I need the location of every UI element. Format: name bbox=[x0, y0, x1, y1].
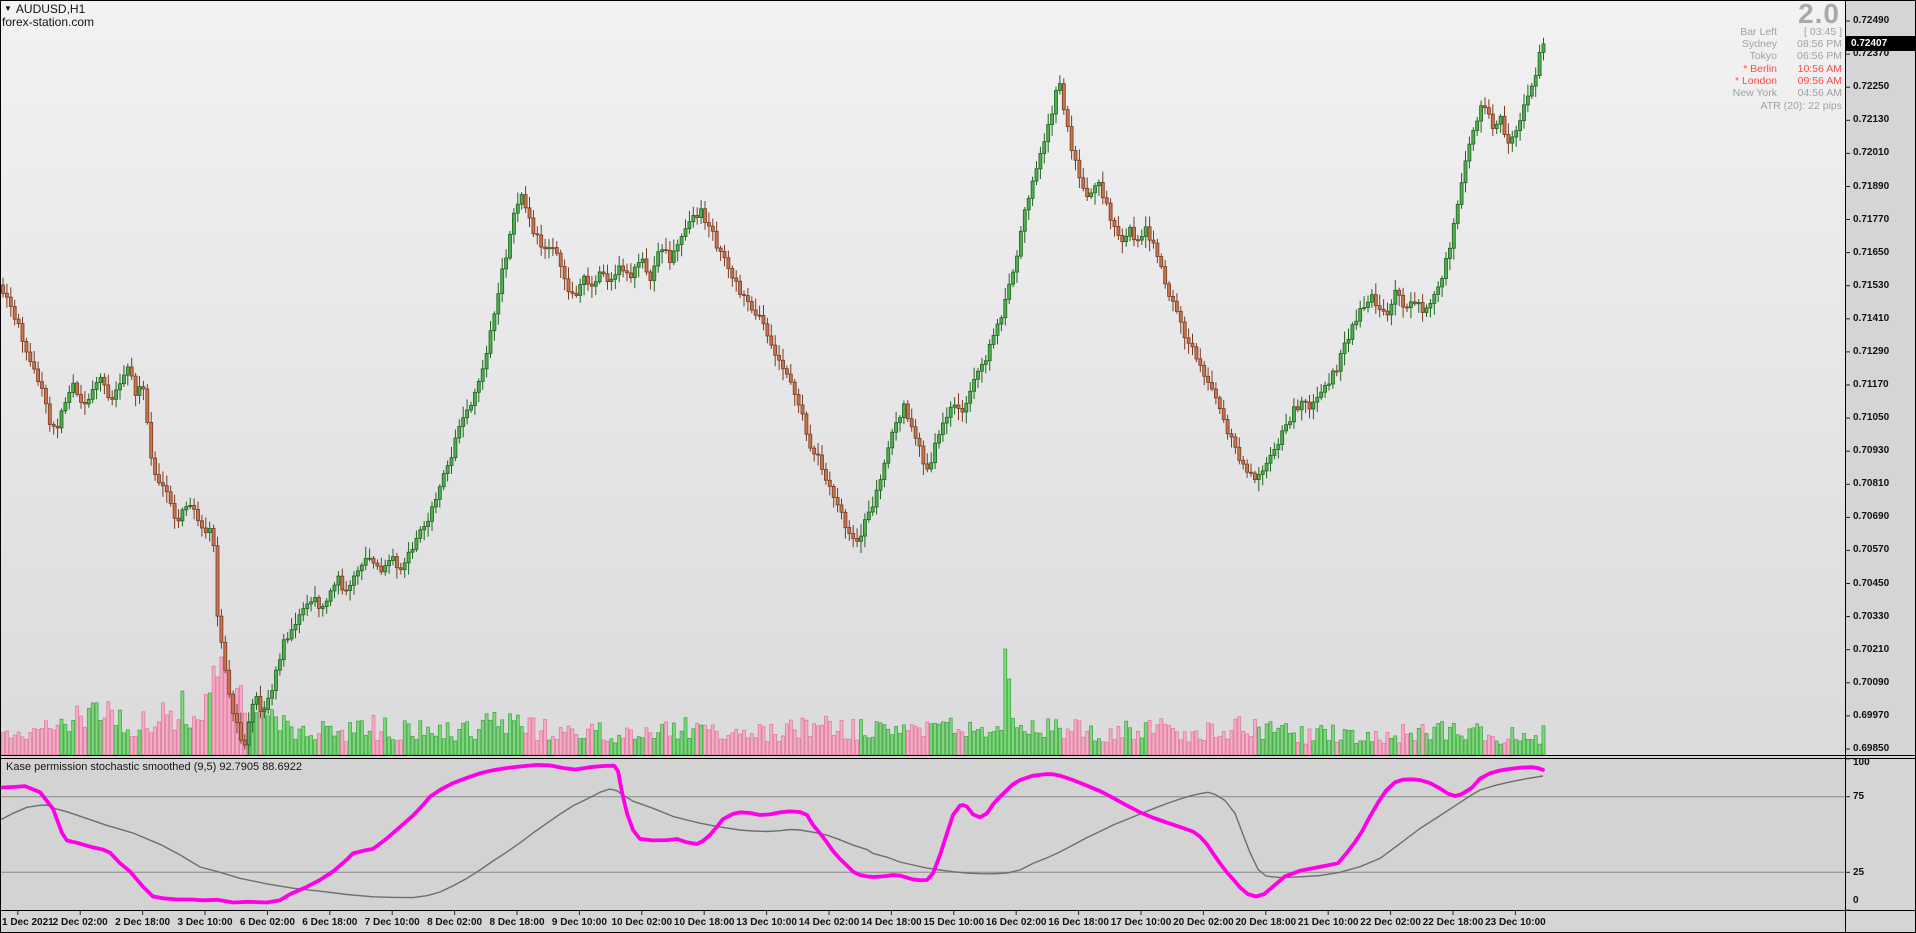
session-name: Bar Left bbox=[1740, 26, 1777, 38]
price-axis-label: 0.72250 bbox=[1853, 81, 1890, 93]
price-axis-label: 0.72130 bbox=[1853, 114, 1890, 126]
time-axis-label: 20 Dec 02:00 bbox=[1173, 917, 1234, 928]
session-name: * Berlin bbox=[1743, 62, 1777, 75]
time-axis-label: 22 Dec 02:00 bbox=[1360, 917, 1421, 928]
time-axis-label: 16 Dec 02:00 bbox=[985, 917, 1047, 928]
session-name: Sydney bbox=[1741, 38, 1777, 51]
time-axis-label: 6 Dec 02:00 bbox=[239, 917, 295, 928]
session-clock-row: * London 09:56 AM bbox=[1733, 75, 1842, 87]
time-axis-label: 9 Dec 10:00 bbox=[551, 917, 607, 928]
current-price-tag: 0.72407 bbox=[1846, 36, 1916, 51]
time-axis-label: 10 Dec 18:00 bbox=[673, 917, 735, 928]
session-clock-row: Tokyo 06:56 PM bbox=[1733, 50, 1842, 62]
price-axis-label: 0.70810 bbox=[1853, 478, 1890, 490]
time-axis-label: 3 Dec 10:00 bbox=[177, 917, 233, 928]
time-axis-label: 13 Dec 10:00 bbox=[736, 917, 797, 928]
time-axis-label: 21 Dec 10:00 bbox=[1297, 917, 1359, 928]
session-time: 06:56 PM bbox=[1797, 50, 1842, 63]
session-name: * London bbox=[1734, 74, 1777, 87]
price-axis-label: 0.71650 bbox=[1853, 246, 1890, 258]
price-axis-label: 0.71050 bbox=[1853, 412, 1890, 424]
price-axis-label: 0.69850 bbox=[1853, 743, 1890, 754]
price-axis-label: 0.70210 bbox=[1853, 643, 1890, 655]
price-axis-label: 0.70930 bbox=[1853, 445, 1890, 457]
session-name: Tokyo bbox=[1749, 50, 1777, 63]
time-axis-label: 16 Dec 18:00 bbox=[1048, 917, 1109, 928]
time-axis-label: 15 Dec 10:00 bbox=[923, 917, 985, 928]
time-axis-label: 2 Dec 02:00 bbox=[52, 917, 108, 928]
time-axis-label: 14 Dec 02:00 bbox=[798, 917, 860, 928]
time-axis-label: 23 Dec 10:00 bbox=[1485, 917, 1546, 928]
session-clock-row: New York 04:56 AM bbox=[1733, 87, 1842, 99]
main-chart-pane[interactable] bbox=[0, 0, 1845, 756]
price-axis-label: 0.72010 bbox=[1853, 147, 1890, 159]
time-axis-label: 22 Dec 18:00 bbox=[1422, 917, 1484, 928]
watermark-text: forex-station.com bbox=[2, 15, 95, 29]
time-axis-label: 6 Dec 18:00 bbox=[302, 917, 358, 928]
stochastic-fast-line bbox=[0, 763, 1545, 905]
session-time: 09:56 AM bbox=[1797, 74, 1842, 87]
price-axis-label: 0.71290 bbox=[1853, 345, 1890, 357]
session-time: 04:56 AM bbox=[1797, 87, 1842, 100]
price-axis-label: 0.72490 bbox=[1853, 15, 1890, 26]
price-axis-label: 0.70570 bbox=[1853, 544, 1890, 556]
session-name: New York bbox=[1732, 87, 1777, 100]
spread-big-value: 2.0 bbox=[1798, 0, 1840, 29]
indicator-axis-label: 25 bbox=[1853, 867, 1865, 878]
price-axis-label: 0.70090 bbox=[1853, 676, 1890, 688]
time-axis-label: 7 Dec 10:00 bbox=[364, 917, 420, 928]
indicator-axis-label: 100 bbox=[1853, 757, 1870, 768]
time-axis-label: 10 Dec 02:00 bbox=[611, 917, 673, 928]
time-axis-label: 20 Dec 18:00 bbox=[1235, 917, 1297, 928]
indicator-axis-label: 75 bbox=[1853, 791, 1865, 802]
session-clock-row: Bar Left [ 03:45 ] bbox=[1733, 26, 1842, 38]
dropdown-arrow-icon: ▼ bbox=[4, 4, 12, 13]
indicator-title: Kase permission stochastic smoothed (9,5… bbox=[6, 761, 302, 773]
candles-layer bbox=[1, 37, 1546, 756]
stochastic-slow-line bbox=[0, 775, 1544, 899]
price-axis-label: 0.71170 bbox=[1853, 379, 1889, 390]
price-axis-label: 0.70450 bbox=[1853, 577, 1890, 589]
session-clock-row: * Berlin 10:56 AM bbox=[1733, 63, 1842, 75]
symbol-title: AUDUSD,H1 bbox=[15, 2, 86, 16]
time-axis-label: 8 Dec 02:00 bbox=[427, 917, 483, 928]
price-axis-label: 0.70330 bbox=[1853, 610, 1890, 622]
market-sessions-panel: Bar Left [ 03:45 ] Sydney 08:56 PM Tokyo 06:5… bbox=[1733, 26, 1842, 112]
price-axis-label: 0.69970 bbox=[1853, 709, 1890, 721]
time-axis-label: 8 Dec 18:00 bbox=[489, 917, 545, 928]
session-time: 08:56 PM bbox=[1797, 38, 1842, 51]
session-time: 10:56 AM bbox=[1797, 62, 1842, 75]
price-axis-label: 0.70690 bbox=[1853, 511, 1890, 523]
price-axis-label: 0.71410 bbox=[1853, 312, 1890, 324]
time-axis-label: 17 Dec 10:00 bbox=[1110, 917, 1172, 928]
price-axis-label: 0.71890 bbox=[1853, 180, 1890, 192]
session-time: [ 03:45 ] bbox=[1804, 26, 1842, 38]
price-axis-label: 0.72370 bbox=[1853, 48, 1890, 60]
price-axis-label: 0.71770 bbox=[1853, 213, 1890, 225]
time-axis-label: 2 Dec 18:00 bbox=[115, 917, 171, 928]
time-axis-label: 1 Dec 2021 bbox=[2, 917, 54, 928]
atr-value: ATR (20): 22 pips bbox=[1760, 100, 1842, 113]
price-axis-label: 0.71530 bbox=[1853, 279, 1890, 291]
session-clock-row: Sydney 08:56 PM bbox=[1733, 38, 1842, 50]
symbol-dropdown[interactable]: ▼ AUDUSD,H1 bbox=[4, 2, 85, 16]
indicator-pane[interactable] bbox=[0, 758, 1845, 911]
indicator-axis-label: 0 bbox=[1853, 895, 1859, 906]
time-axis-label: 14 Dec 18:00 bbox=[861, 917, 922, 928]
